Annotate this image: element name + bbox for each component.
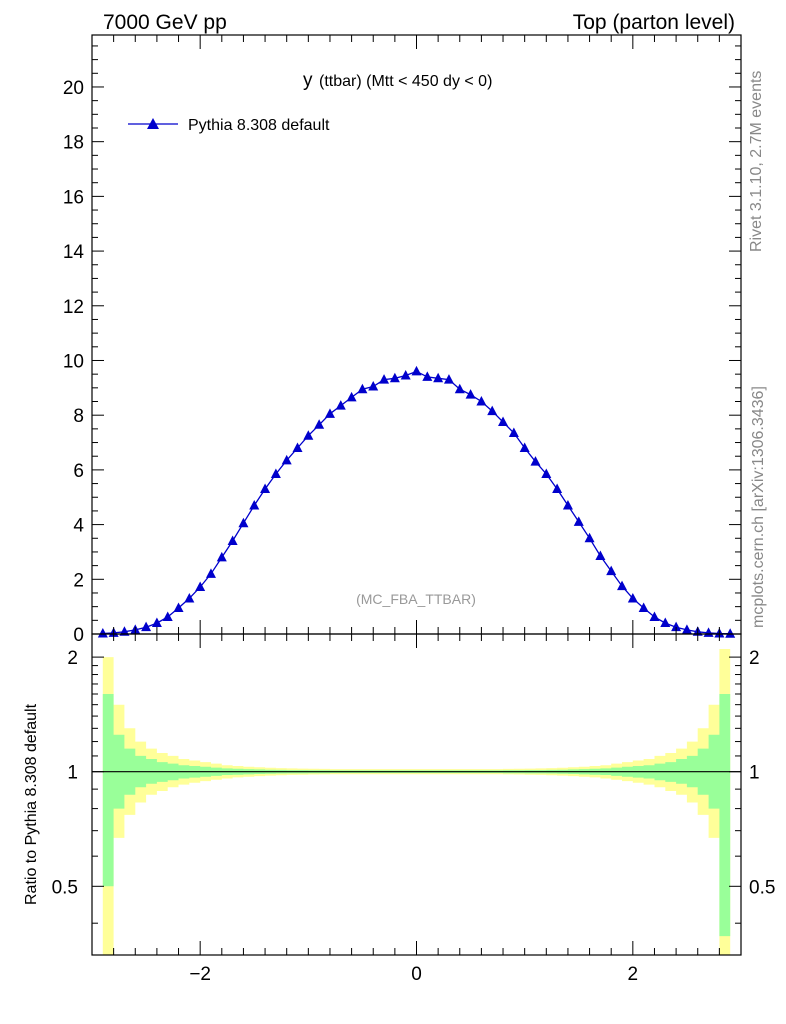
data-point [368,380,379,391]
analysis-watermark: (MC_FBA_TTBAR) [356,591,476,607]
y-tick-label: 6 [73,461,84,482]
data-point [238,517,249,528]
data-point [281,454,292,465]
y-tick-label: 2 [73,570,84,591]
x-tick-label: −2 [189,964,211,985]
data-point [324,408,335,418]
legend: Pythia 8.308 default [128,117,330,134]
y-tick-label: 12 [63,297,84,318]
data-point [595,550,606,561]
data-point [173,602,184,613]
x-tick-label: 2 [628,964,639,985]
data-point [508,427,519,437]
ratio-y-tick-label: 1 [749,763,760,784]
data-point [195,581,206,591]
data-point [617,580,628,591]
main-axes: 0 2 4 6 8 10 12 14 16 18 20 [63,34,742,646]
ratio-data-layer [92,649,741,955]
data-point [389,372,400,383]
x-tick-label: 0 [411,964,422,985]
data-point [379,374,390,384]
data-point [292,442,303,453]
data-point [249,499,260,510]
data-point [141,621,152,632]
data-point [184,592,195,603]
data-point [562,499,573,510]
ratio-axis-label: Ratio to Pythia 8.308 default [23,703,40,905]
ratio-y-tick-label: 0.5 [52,877,78,898]
data-point [465,389,476,399]
data-point [552,483,563,494]
data-point [454,383,465,394]
data-point [681,624,692,634]
data-point [303,430,314,440]
ratio-frame [91,633,742,956]
data-point [476,396,487,406]
process-label: Top (parton level) [573,11,735,34]
energy-label: 7000 GeV pp [103,11,227,34]
ratio-outer-band [102,649,731,955]
data-point [411,365,422,376]
main-data-layer [97,365,736,638]
ratio-inner-band [102,694,731,937]
data-point [335,400,346,410]
data-point [162,611,173,622]
data-point [487,405,498,416]
data-point [314,419,325,429]
data-point [584,532,595,543]
y-tick-label: 4 [73,516,84,537]
data-point [573,516,584,526]
y-tick-label: 20 [63,78,84,99]
y-tick-label: 18 [63,133,84,154]
data-point [725,628,736,638]
data-point [270,468,281,478]
data-point [422,371,433,381]
y-tick-label: 8 [73,406,84,427]
ratio-y-tick-label: 0.5 [749,877,775,898]
data-point [638,602,649,613]
legend-triangle-icon [147,118,159,129]
data-point [216,551,227,562]
plot-title-variable: y [303,70,313,91]
ratio-plot-panel: 0.5 0.5 1 1 2 2 −2 0 2 Ratio to Pythia 8.308 def… [23,633,775,985]
data-point [606,565,617,576]
data-point [346,391,357,402]
ratio-y-tick-label: 1 [67,763,78,784]
legend-label: Pythia 8.308 default [188,117,330,134]
data-point [649,611,660,622]
data-point [498,416,509,427]
data-point [151,617,162,628]
data-point [660,617,671,628]
data-point [357,383,368,394]
mcplots-label: mcplots.cern.ch [arXiv:1306.3436] [750,386,767,628]
data-point [260,483,271,494]
data-point [205,568,216,578]
data-point [530,456,541,466]
ratio-axes: 0.5 0.5 1 1 2 2 −2 0 2 [52,633,775,985]
ratio-y-tick-label: 2 [67,648,78,669]
data-point [519,442,530,453]
data-point [627,592,638,603]
data-point [400,370,411,380]
data-point [443,374,454,384]
ratio-y-tick-label: 2 [749,648,760,669]
y-tick-label: 16 [63,187,84,208]
data-point [671,621,682,632]
data-point [433,372,444,383]
plot-title-detail: (ttbar) (Mtt < 450 dy < 0) [319,73,492,90]
data-point [541,468,552,478]
y-tick-label: 10 [63,351,84,372]
y-tick-label: 14 [63,242,85,263]
data-point [227,535,238,546]
data-point [97,627,108,638]
rivet-label: Rivet 3.1.10, 2.7M events [748,71,765,252]
main-plot-panel: 0 2 4 6 8 10 12 14 16 18 20 (MC_FBA_TTBAR) y (ttba… [63,34,742,646]
y-tick-label: 0 [73,625,84,646]
